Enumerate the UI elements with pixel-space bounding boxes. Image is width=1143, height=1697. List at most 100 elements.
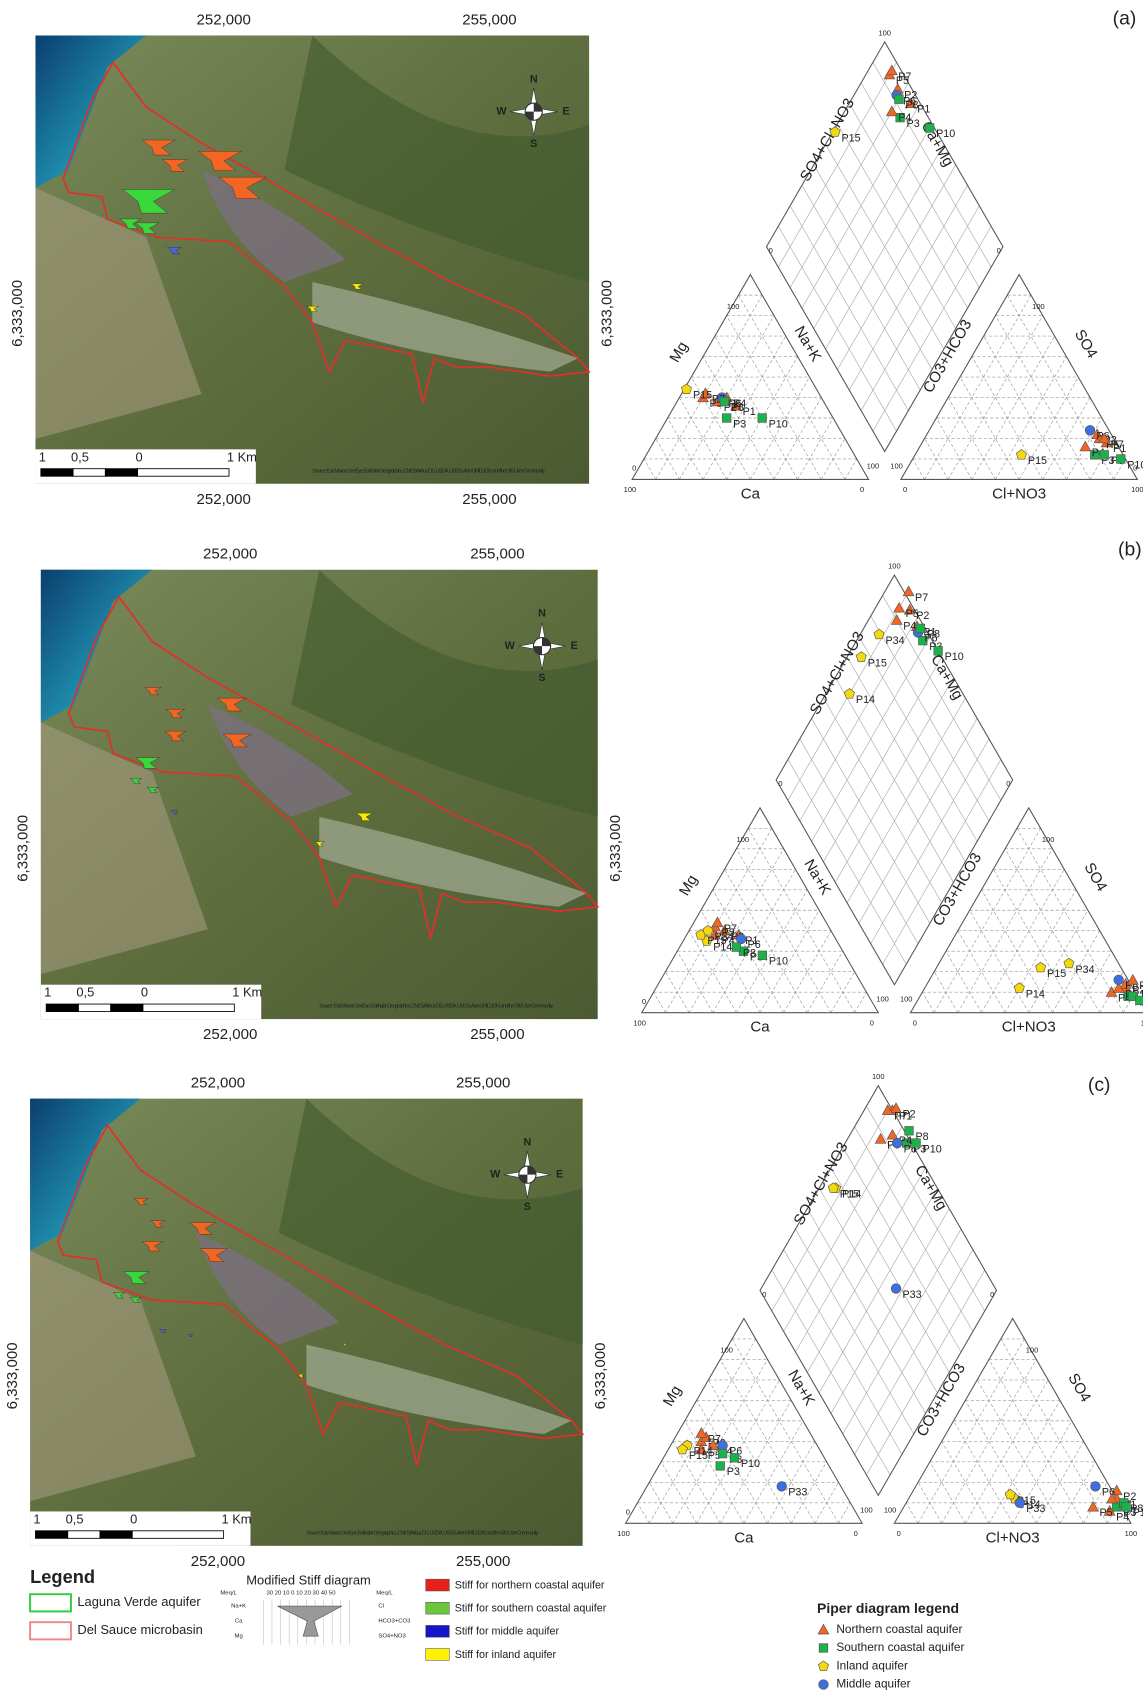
- piper-point: [886, 106, 897, 116]
- compass-n: N: [538, 608, 546, 620]
- piper-grid-line: [946, 951, 981, 1012]
- piper-grid-line: [661, 1462, 696, 1523]
- axis-label: Na+K: [791, 323, 825, 364]
- point-label: P7: [915, 592, 928, 604]
- piper-tick-label: 0: [632, 464, 636, 473]
- piper-tick-label: 0: [769, 246, 773, 255]
- map-x-tick-bottom: 255,000: [456, 1553, 510, 1570]
- point-label: P15: [693, 390, 712, 402]
- map-x-tick-top: 255,000: [456, 1075, 510, 1092]
- axis-label: SO4: [1071, 327, 1101, 362]
- piper-point: [716, 1462, 725, 1471]
- scale-label: 1 Km: [232, 985, 262, 1000]
- map-x-tick-bottom: 252,000: [203, 1026, 257, 1043]
- piper-point: [895, 95, 904, 104]
- axis-label: Mg: [666, 339, 691, 366]
- piper-tick-label: 0: [903, 485, 907, 494]
- piper-legend-title: Piper diagram legend: [817, 1600, 959, 1616]
- point-label: P8: [731, 402, 744, 414]
- piper-grid-line: [913, 459, 925, 479]
- stiff-axis-label: Mg: [235, 1634, 243, 1640]
- piper-tick-label: 0: [762, 1290, 766, 1299]
- map-x-tick-bottom: 255,000: [470, 1026, 524, 1043]
- piper-grid-line: [958, 931, 1005, 1013]
- piper-grid-line: [922, 992, 934, 1012]
- point-label: P10: [769, 418, 788, 430]
- piper-grid-line: [656, 295, 762, 479]
- piper-legend-label: Inland aquifer: [836, 1658, 908, 1672]
- piper-point: [1014, 983, 1024, 993]
- piper-tick-label: 100: [737, 835, 750, 844]
- map-y-tick-left: 6,333,000: [4, 1342, 21, 1409]
- piper-diagram: MgNa+KCaCO3+HCO3SO4Cl+NO3SO4+Cl+NO3Ca+Mg…: [624, 28, 1143, 502]
- scale-bar-segment: [73, 469, 105, 477]
- point-label: P7: [898, 71, 911, 83]
- piper-grid-line: [732, 1339, 838, 1523]
- point-label: P14: [856, 694, 875, 706]
- point-label: P14: [1026, 988, 1045, 1000]
- piper-tick-label: 0: [860, 485, 864, 494]
- compass-w: W: [505, 640, 516, 652]
- piper-point: [736, 934, 746, 944]
- panel-label: (b): [1118, 539, 1142, 561]
- piper-grid-line: [936, 418, 971, 479]
- axis-label: Cl+NO3: [992, 485, 1046, 502]
- axis-label: SO4: [1064, 1371, 1094, 1406]
- axis-label: CO3+HCO3: [913, 1361, 968, 1440]
- point-label: P10: [1127, 459, 1143, 471]
- legend: LegendLaguna Verde aquiferDel Sauce micr…: [30, 1566, 964, 1691]
- piper-tick-label: 0: [997, 246, 1001, 255]
- axis-label: Mg: [676, 872, 701, 899]
- piper-point: [818, 1624, 829, 1634]
- map: NSEW10,501 KmSource: Esri, Maxar, GeoEye…: [15, 546, 624, 1044]
- scale-label: 0,5: [71, 449, 89, 464]
- piper-point: [758, 414, 767, 423]
- piper-grid-line: [948, 398, 995, 480]
- piper-tick-label: 0: [854, 1529, 858, 1538]
- piper-tick-label: 100: [1032, 302, 1045, 311]
- piper-tick-label: 100: [900, 995, 913, 1004]
- piper-point: [1100, 451, 1109, 460]
- stiff-scale: 30 20 10 0 10 20 30 40 50: [267, 1591, 337, 1597]
- piper-point: [1091, 1482, 1101, 1492]
- scale-bar-segment: [41, 469, 73, 477]
- stiff-axis-label: Na+K: [231, 1604, 246, 1610]
- scale-bar-box: [35, 449, 255, 483]
- point-label: P10: [945, 651, 964, 663]
- piper-point: [844, 689, 854, 699]
- scale-bar-segment: [78, 1004, 110, 1012]
- piper-legend-label: Middle aquifer: [836, 1677, 910, 1691]
- piper-tick-label: 0: [897, 1529, 901, 1538]
- map-x-tick-top: 252,000: [203, 546, 257, 563]
- piper-grid-line: [654, 992, 666, 1012]
- stiff-axis-label: HCO3+CO3: [378, 1619, 411, 1625]
- legend-label: Laguna Verde aquifer: [77, 1594, 201, 1609]
- stiff-unit: Meq/L: [220, 1591, 237, 1597]
- piper-grid-line: [668, 418, 703, 479]
- piper-tick-label: 0: [778, 779, 782, 788]
- stiff-legend-swatch: [426, 1649, 450, 1661]
- piper-grid-line: [942, 1441, 989, 1523]
- stiff-legend-label: Stiff for southern coastal aquifer: [455, 1603, 607, 1615]
- piper-point: [887, 1129, 898, 1139]
- map-y-tick-right: 6,333,000: [607, 815, 624, 882]
- legend-swatch: [30, 1622, 71, 1639]
- point-label: P7: [1111, 439, 1124, 451]
- compass-e: E: [571, 640, 578, 652]
- axis-label: Ca: [750, 1019, 770, 1036]
- compass-w: W: [490, 1169, 501, 1181]
- point-label: P3: [733, 418, 746, 430]
- piper-grid-line: [855, 992, 867, 1012]
- piper-grid-line: [930, 1462, 965, 1523]
- stiff-legend-label: Stiff for inland aquifer: [455, 1649, 557, 1661]
- axis-label: SO4+Cl+NO3: [790, 1139, 851, 1228]
- stiff-legend-swatch: [426, 1625, 450, 1637]
- legend-swatch: [30, 1594, 71, 1611]
- stiff-unit: Meq/L: [376, 1591, 393, 1597]
- piper-point: [912, 1139, 921, 1148]
- point-label: P8: [905, 100, 918, 112]
- panel-label: (c): [1088, 1074, 1111, 1096]
- map: NSEW10,501 KmSource: Esri, Maxar, GeoEye…: [9, 11, 615, 507]
